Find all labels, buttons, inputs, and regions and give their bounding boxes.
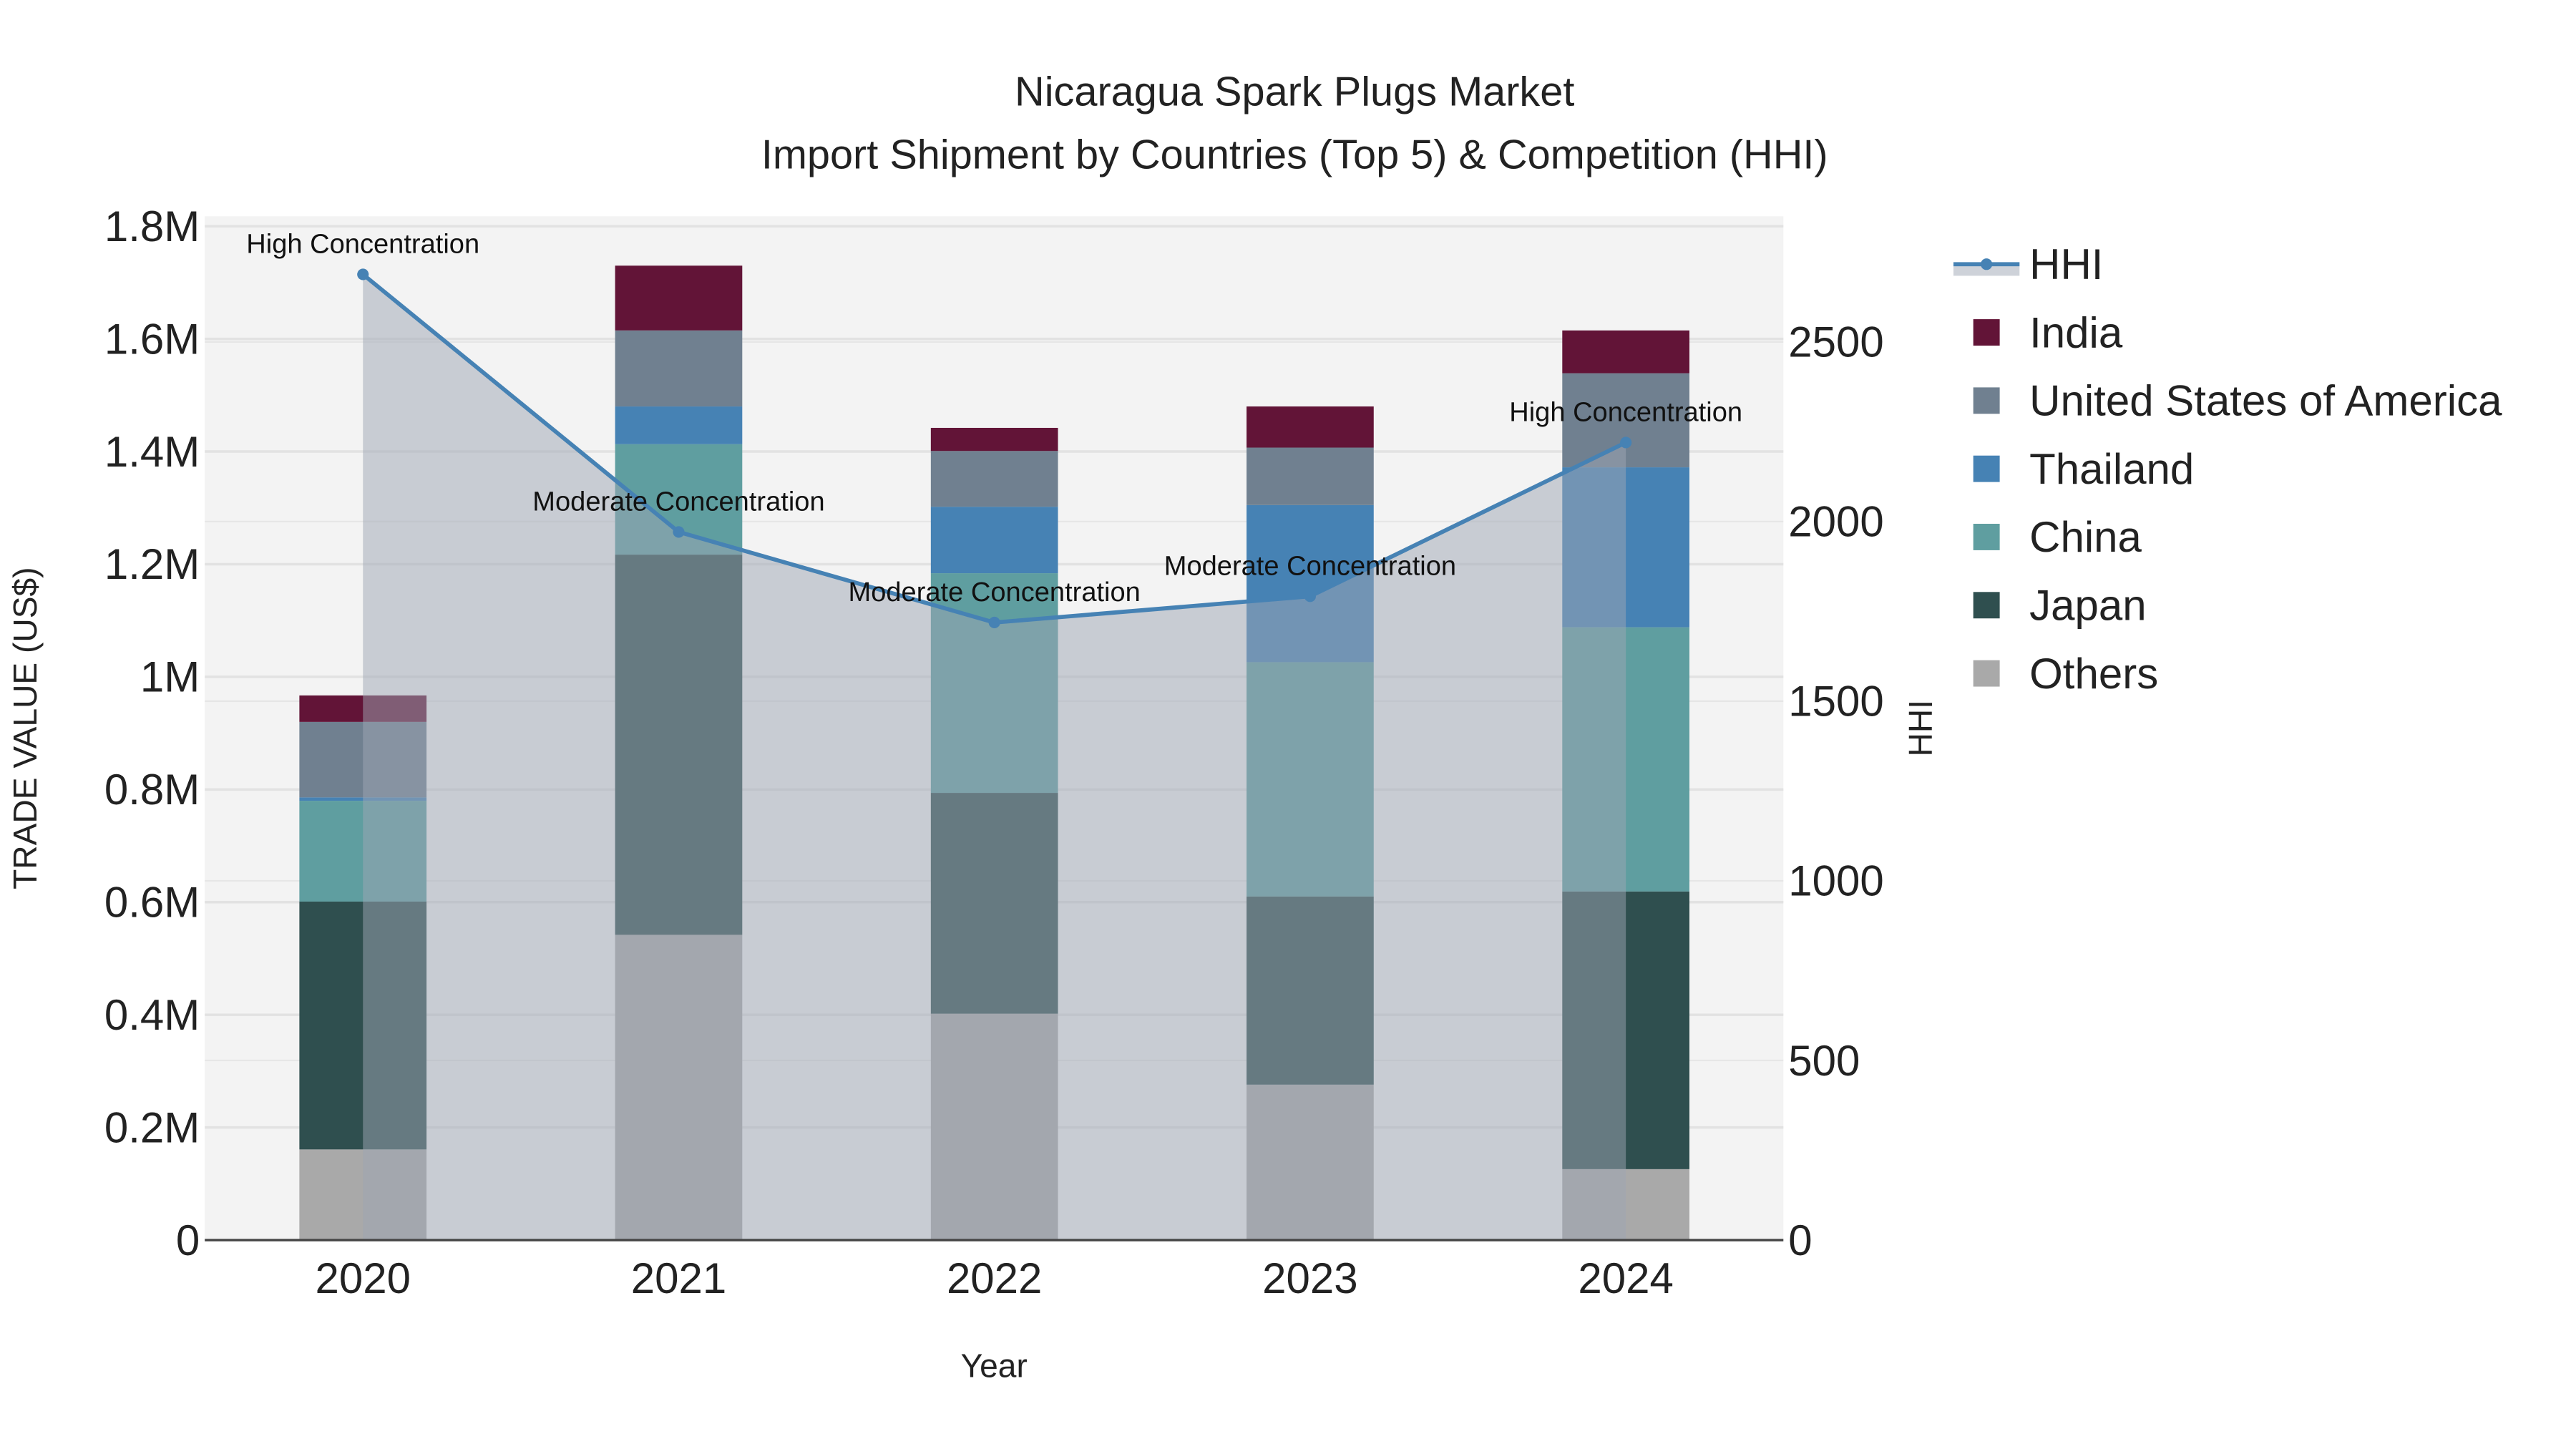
y-tick-label: 0	[176, 1216, 200, 1264]
hhi-point	[988, 616, 1000, 629]
bar-india	[615, 265, 743, 331]
legend-swatch	[1973, 319, 2000, 346]
bar-united-states-of-america	[615, 330, 743, 407]
legend-item[interactable]: Japan	[1973, 582, 2147, 630]
legend-label: United States of America	[2029, 377, 2502, 425]
hhi-point	[1304, 590, 1316, 602]
legend-swatch	[1973, 455, 2000, 482]
hhi-point	[1620, 436, 1632, 449]
legend-label: HHI	[2029, 240, 2103, 288]
x-tick-label: 2021	[631, 1254, 726, 1302]
bar-thailand	[930, 507, 1058, 574]
hhi-annotation: Moderate Concentration	[849, 577, 1141, 608]
legend-item[interactable]: India	[1973, 308, 2123, 356]
legend-label: China	[2029, 513, 2142, 561]
y-axis-ticks: 0 0.2M 0.4M 0.6M 0.8M 1M 1.2M 1.4M 1.6M 1.8M	[104, 203, 200, 1264]
x-tick-label: 2023	[1262, 1254, 1357, 1302]
x-tick-label: 2020	[315, 1254, 410, 1302]
annotations: High Concentration Moderate Concentration…	[246, 229, 1742, 608]
chart-subtitle: Import Shipment by Countries (Top 5) & C…	[761, 132, 1828, 177]
y-tick-label: 0.6M	[104, 879, 200, 927]
x-tick-label: 2022	[947, 1254, 1042, 1302]
chart-title: Nicaragua Spark Plugs Market	[1015, 69, 1574, 115]
hhi-point	[357, 268, 369, 280]
y2-tick-label: 1000	[1788, 857, 1883, 905]
legend-label: Japan	[2029, 582, 2146, 630]
y2-axis-ticks: 0 500 1000 1500 2000 2500	[1788, 318, 1883, 1264]
y-axis-title: TRADE VALUE (US$)	[6, 567, 44, 889]
y2-axis-title: HHI	[1902, 700, 1939, 756]
legend-label: Thailand	[2029, 445, 2194, 493]
bar-india	[1246, 406, 1374, 448]
hhi-annotation: High Concentration	[246, 229, 479, 259]
hhi-annotation: Moderate Concentration	[532, 487, 824, 517]
legend-label: Others	[2029, 650, 2158, 698]
hhi-area-fill	[363, 274, 1626, 1241]
hhi-line	[357, 268, 1632, 629]
legend-swatch	[1973, 660, 2000, 687]
bar-thailand	[615, 406, 743, 444]
y-tick-label: 1.6M	[104, 315, 200, 363]
hhi-annotation: Moderate Concentration	[1164, 551, 1456, 581]
bar-india	[1562, 330, 1689, 374]
bar-india	[930, 427, 1058, 452]
hhi-area	[363, 274, 1626, 1241]
legend: HHI India United States of America Thailand…	[1953, 240, 2502, 698]
legend-item[interactable]: Others	[1973, 650, 2159, 698]
y2-tick-label: 1500	[1788, 678, 1883, 726]
bar-united-states-of-america	[930, 451, 1058, 507]
legend-marker-icon	[1981, 258, 1993, 270]
bar-united-states-of-america	[1246, 447, 1374, 505]
y-tick-label: 1.2M	[104, 540, 200, 588]
x-tick-label: 2024	[1578, 1254, 1673, 1302]
hhi-point	[673, 526, 685, 538]
y-tick-label: 1M	[140, 653, 200, 701]
y2-tick-label: 2000	[1788, 498, 1883, 546]
legend-item[interactable]: Thailand	[1973, 445, 2195, 493]
y2-tick-label: 0	[1788, 1216, 1812, 1264]
y-tick-label: 0.2M	[104, 1103, 200, 1151]
x-axis-ticks: 2020 2021 2022 2023 2024	[315, 1254, 1673, 1302]
y-tick-label: 0.8M	[104, 766, 200, 814]
legend-item[interactable]: United States of America	[1973, 377, 2502, 425]
y-tick-label: 1.8M	[104, 203, 200, 250]
x-axis-title: Year	[961, 1347, 1028, 1385]
y-tick-label: 1.4M	[104, 428, 200, 476]
y2-tick-label: 2500	[1788, 318, 1883, 366]
y-tick-label: 0.4M	[104, 991, 200, 1039]
legend-swatch	[1973, 592, 2000, 619]
hhi-annotation: High Concentration	[1509, 397, 1742, 427]
y2-tick-label: 500	[1788, 1037, 1860, 1085]
legend-swatch	[1973, 387, 2000, 414]
legend-swatch	[1973, 524, 2000, 550]
legend-item[interactable]: HHI	[1953, 240, 2103, 288]
legend-item[interactable]: China	[1973, 513, 2142, 561]
legend-label: India	[2029, 308, 2123, 356]
